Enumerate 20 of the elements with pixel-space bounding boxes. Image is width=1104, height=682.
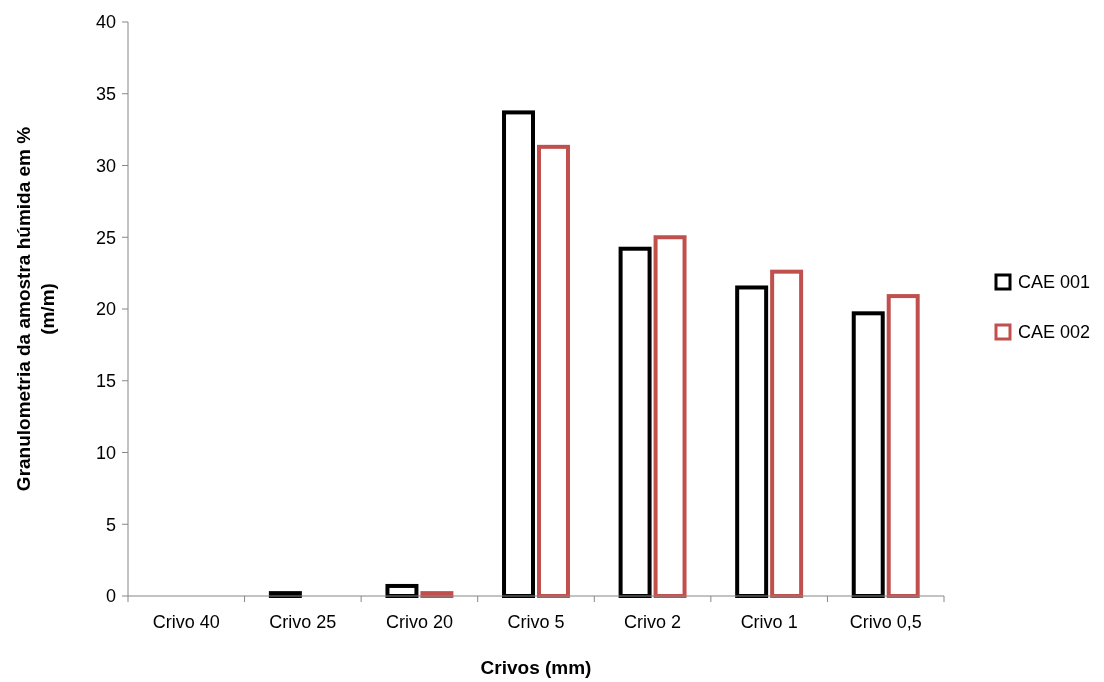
y-tick-label: 10 [95, 442, 116, 463]
x-tick-label: Crivo 25 [269, 612, 337, 632]
y-tick-label: 5 [105, 514, 116, 535]
x-tick-label: Crivo 5 [507, 612, 565, 632]
x-axis-title: Crivos (mm) [480, 657, 592, 678]
y-tick-label: 30 [95, 155, 116, 176]
y-tick-label: 20 [95, 299, 116, 320]
x-tick-label: Crivo 0,5 [849, 612, 922, 632]
legend-label: CAE 001 [1018, 272, 1091, 293]
y-tick-label: 15 [95, 371, 116, 392]
x-tick-label: Crivo 2 [624, 612, 682, 632]
x-tick-label: Crivo 40 [152, 612, 220, 632]
legend-label: CAE 002 [1018, 322, 1091, 343]
y-tick-label: 35 [95, 84, 116, 105]
x-tick-label: Crivo 1 [740, 612, 798, 632]
y-tick-label: 40 [95, 12, 116, 33]
y-tick-label: 0 [105, 586, 116, 607]
y-axis-title: Granulometria da amostra húmida em % (m/m) [13, 126, 58, 492]
x-tick-label: Crivo 20 [385, 612, 453, 632]
y-tick-label: 25 [95, 227, 116, 248]
